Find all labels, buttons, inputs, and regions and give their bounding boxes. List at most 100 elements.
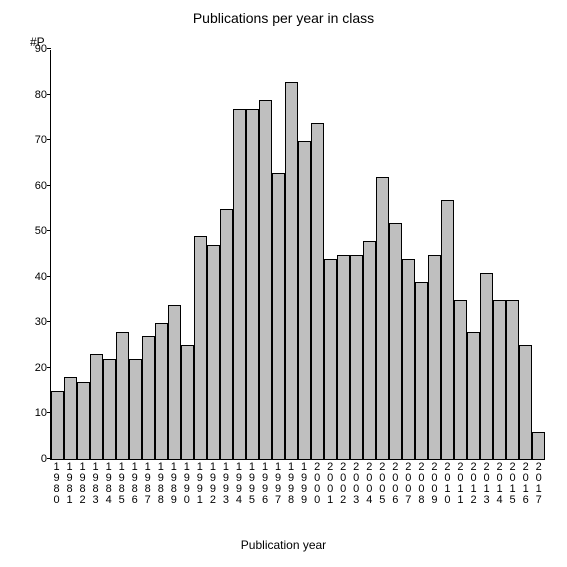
bar [415,282,428,459]
x-tick-label: 2017 [532,462,545,506]
bar [194,236,207,459]
x-tick-label: 2001 [324,462,337,506]
y-tick-mark [47,276,51,277]
y-tick-mark [47,230,51,231]
plot-area: 0102030405060708090 [50,50,545,460]
y-tick-label: 60 [35,180,47,192]
bar [181,345,194,459]
y-tick-label: 40 [35,271,47,283]
x-tick-label: 2014 [493,462,506,506]
x-tick-label: 1986 [128,462,141,506]
bar [168,305,181,460]
y-tick-label: 90 [35,43,47,55]
bar [363,241,376,459]
x-tick-label: 1987 [141,462,154,506]
x-tick-label: 1990 [180,462,193,506]
x-tick-label: 2015 [506,462,519,506]
x-tick-label: 2013 [480,462,493,506]
bar [90,354,103,459]
x-tick-label: 1984 [102,462,115,506]
y-tick-label: 30 [35,316,47,328]
x-tick-label: 2000 [311,462,324,506]
x-tick-label: 1983 [89,462,102,506]
bar [51,391,64,459]
x-tick-label: 2012 [467,462,480,506]
y-tick-mark [47,185,51,186]
y-tick-mark [47,139,51,140]
bar [298,141,311,459]
x-tick-label: 1988 [154,462,167,506]
x-tick-label: 1993 [219,462,232,506]
bar [402,259,415,459]
x-tick-label: 1980 [50,462,63,506]
x-tick-label: 1992 [206,462,219,506]
bar [285,82,298,459]
x-tick-label: 2004 [363,462,376,506]
bar [233,109,246,459]
bar [480,273,493,459]
x-tick-label: 1982 [76,462,89,506]
x-tick-label: 1994 [232,462,245,506]
y-tick-mark [47,94,51,95]
x-tick-label: 1991 [193,462,206,506]
bar [519,345,532,459]
bar [64,377,77,459]
bar [324,259,337,459]
x-tick-label: 1997 [272,462,285,506]
bar [220,209,233,459]
x-tick-label: 1981 [63,462,76,506]
x-tick-label: 1995 [245,462,258,506]
y-tick-mark [47,412,51,413]
bar [259,100,272,459]
x-tick-label: 2016 [519,462,532,506]
bar [311,123,324,459]
y-tick-mark [47,48,51,49]
x-tick-label: 2003 [350,462,363,506]
bar [350,255,363,460]
x-tick-label: 2007 [402,462,415,506]
bar [493,300,506,459]
y-tick-mark [47,367,51,368]
bar [103,359,116,459]
bar [441,200,454,459]
x-ticks: 1980198119821983198419851986198719881989… [50,462,545,506]
y-tick-label: 70 [35,134,47,146]
x-tick-label: 2009 [428,462,441,506]
x-tick-label: 1999 [298,462,311,506]
bar [467,332,480,459]
bar [506,300,519,459]
bar [272,173,285,459]
bar [246,109,259,459]
bar [337,255,350,460]
y-tick-label: 0 [41,453,47,465]
bar [142,336,155,459]
x-axis-label: Publication year [0,538,567,552]
bar [389,223,402,459]
x-tick-label: 1989 [167,462,180,506]
bars-group [51,50,545,459]
x-tick-label: 2011 [454,462,467,506]
x-tick-label: 2006 [389,462,402,506]
y-tick-label: 20 [35,362,47,374]
bar [77,382,90,459]
chart-title: Publications per year in class [0,10,567,26]
y-tick-mark [47,458,51,459]
bar [376,177,389,459]
x-tick-label: 2010 [441,462,454,506]
bar [428,255,441,460]
x-tick-label: 1996 [259,462,272,506]
y-tick-label: 80 [35,89,47,101]
y-tick-label: 10 [35,407,47,419]
chart-container: Publications per year in class #P 010203… [0,0,567,567]
x-tick-label: 1998 [285,462,298,506]
x-tick-label: 1985 [115,462,128,506]
y-tick-label: 50 [35,225,47,237]
x-tick-label: 2005 [376,462,389,506]
bar [532,432,545,459]
bar [155,323,168,459]
bar [207,245,220,459]
bar [129,359,142,459]
bar [454,300,467,459]
bar [116,332,129,459]
x-tick-label: 2002 [337,462,350,506]
